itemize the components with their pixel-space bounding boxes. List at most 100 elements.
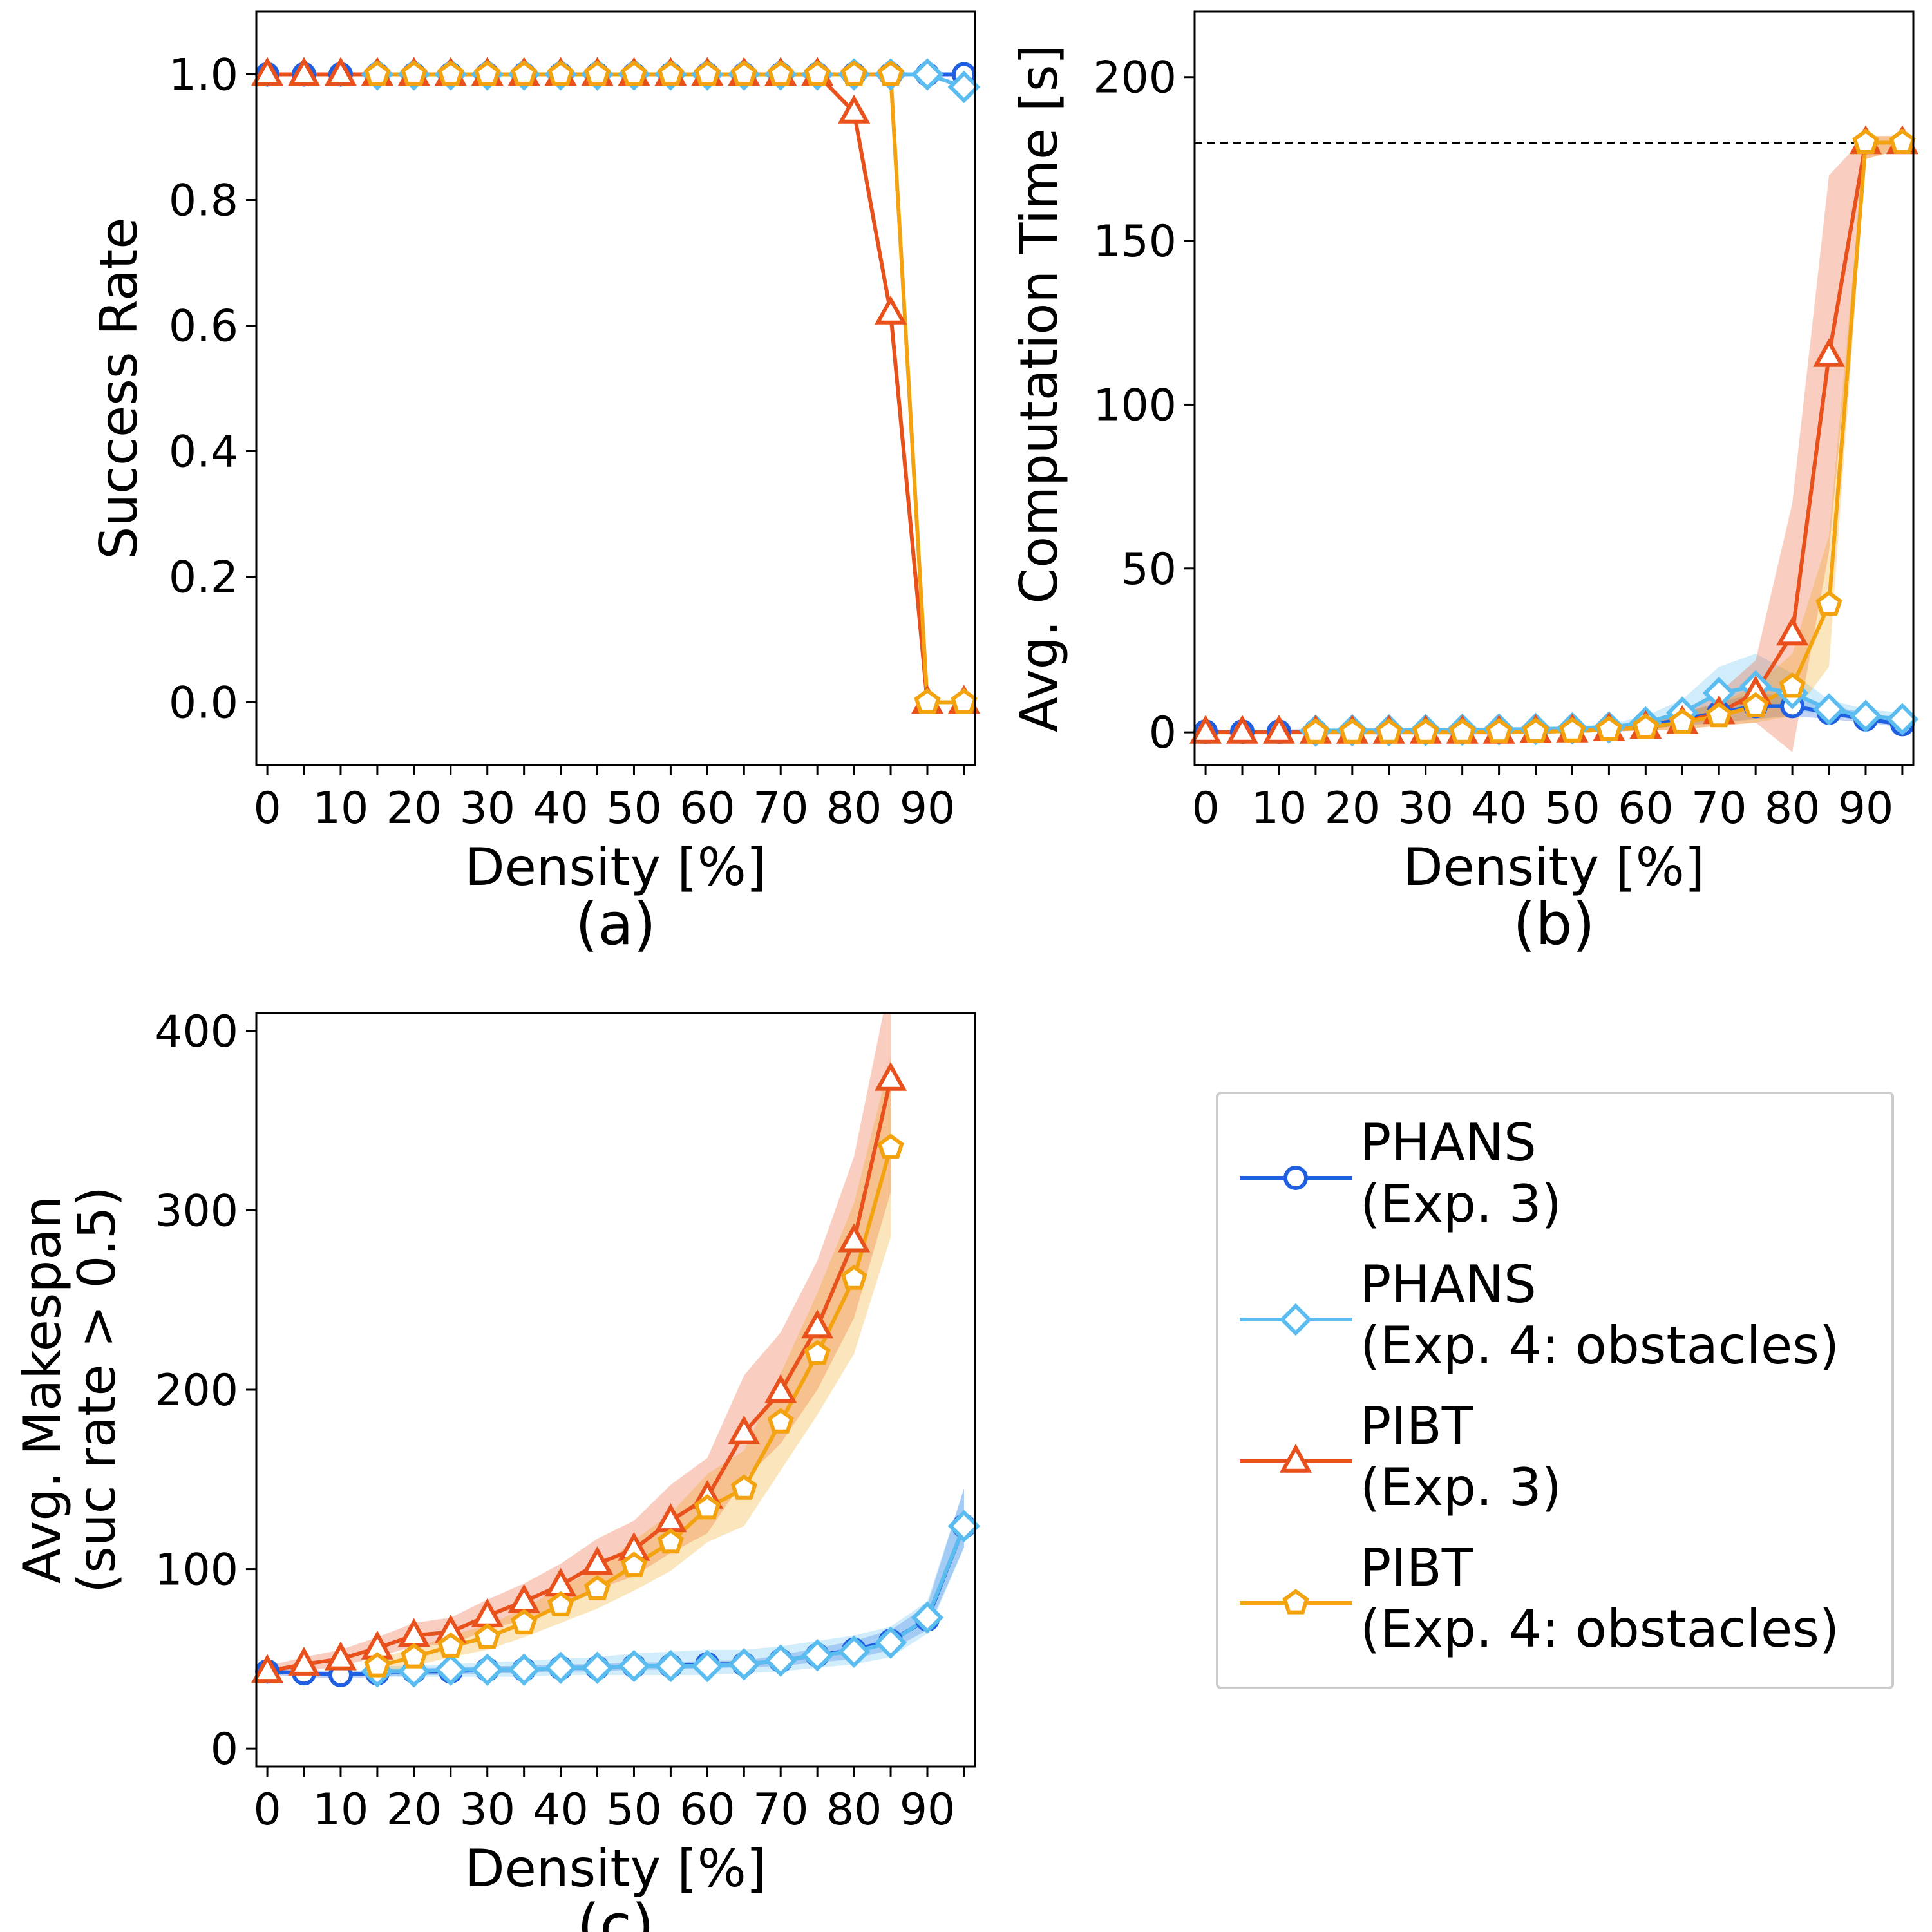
- data-point: [1812, 693, 1846, 726]
- legend-frame: [1216, 1092, 1894, 1689]
- data-point: [1669, 708, 1696, 734]
- y-tick-label: 0.0: [169, 678, 238, 729]
- data-point: [1376, 718, 1403, 744]
- x-tick-label: 70: [753, 1785, 809, 1835]
- x-tick-label: 80: [826, 1785, 882, 1835]
- data-point: [657, 1528, 685, 1554]
- data-point: [1849, 699, 1882, 732]
- data-point: [1812, 337, 1846, 367]
- panel-caption: (c): [577, 1892, 654, 1932]
- x-axis-ticks: 0 10 20 30 40 50 60 70 80 90: [253, 765, 965, 834]
- data-point: [1852, 128, 1879, 154]
- data-point: [947, 70, 981, 104]
- data-point: [401, 60, 428, 86]
- data-point: [510, 60, 538, 86]
- data-point: [1632, 713, 1660, 739]
- data-point: [364, 60, 391, 86]
- data-point: [947, 1510, 981, 1542]
- data-point: [547, 60, 574, 86]
- data-point: [1412, 718, 1439, 744]
- confidence-band-series-2: [1206, 136, 1902, 752]
- legend-swatch-marker: [1279, 1443, 1312, 1473]
- data-point: [804, 1340, 831, 1365]
- x-tick-label: 40: [533, 783, 589, 834]
- y-tick-label: 50: [1121, 544, 1177, 595]
- data-point: [620, 60, 648, 86]
- x-tick-label: 80: [826, 783, 882, 834]
- y-axis-label: Success Rate: [89, 218, 149, 560]
- legend-entry-pibt-exp4: PIBT (Exp. 4: obstacles): [1240, 1538, 1839, 1659]
- data-point: [581, 1546, 614, 1575]
- x-tick-label: 40: [1471, 783, 1527, 834]
- y-tick-label: 150: [1093, 216, 1177, 267]
- data-point: [437, 1632, 464, 1658]
- legend-label-line1: PIBT: [1360, 1538, 1474, 1598]
- data-point: [837, 1635, 871, 1668]
- y-tick-label: 0.8: [169, 176, 238, 227]
- y-axis-label: Avg. Makespan: [12, 1196, 72, 1584]
- series-markers-3: [1302, 128, 1916, 744]
- legend-label-line2: (Exp. 4: obstacles): [1360, 1316, 1839, 1376]
- data-point: [838, 94, 871, 124]
- x-tick-label: 30: [459, 783, 515, 834]
- y-tick-label: 0.6: [169, 301, 238, 352]
- legend-swatch-marker: [1279, 1303, 1312, 1336]
- data-point: [1886, 703, 1919, 736]
- data-point: [801, 1309, 834, 1339]
- data-point: [401, 1643, 428, 1669]
- x-axis-label: Density [%]: [465, 837, 766, 897]
- data-point: [691, 1649, 724, 1683]
- x-axis-ticks: 0 10 20 30 40 50 60 70 80 90: [253, 1766, 965, 1835]
- data-point: [840, 1264, 867, 1290]
- data-point: [437, 60, 464, 86]
- series-markers-3: [364, 1133, 904, 1678]
- data-point: [657, 60, 685, 86]
- data-point: [694, 1494, 721, 1520]
- y-axis-label-line2: (suc rate > 0.5): [67, 1186, 127, 1593]
- legend-swatch-marker: [1282, 1589, 1309, 1615]
- data-point: [728, 1647, 761, 1681]
- legend-entry-phans-exp4: PHANS (Exp. 4: obstacles): [1240, 1255, 1839, 1376]
- y-axis-ticks: 0.0 0.2 0.4 0.6 0.8 1.0: [169, 50, 256, 729]
- data-point: [874, 295, 907, 325]
- panel-a-success-rate: 0 10 20 30 40 50 60 70 80 90 0.0 0.2 0.4 0.6 0.8 1.0 Den…: [89, 10, 981, 958]
- data-point: [1189, 714, 1222, 744]
- y-tick-label: 0.2: [169, 553, 238, 603]
- y-tick-label: 400: [155, 1007, 238, 1057]
- panel-b-computation-time: 0 10 20 30 40 50 60 70 80 90 0 50 100 150 200 Density […: [1009, 10, 1919, 958]
- data-point: [324, 57, 357, 86]
- data-point: [914, 688, 941, 714]
- legend: PHANS (Exp. 3) PHANS (Exp. 4: obstacles)…: [1216, 1092, 1894, 1689]
- panel-c-makespan: 0 10 20 30 40 50 60 70 80 90 0 100 200 300 400 Density …: [12, 1007, 981, 1932]
- x-tick-label: 10: [1251, 783, 1307, 834]
- legend-swatch-marker: [1283, 1166, 1308, 1190]
- legend-swatch-pibt-exp4: [1240, 1589, 1352, 1615]
- y-tick-label: 200: [1093, 53, 1177, 104]
- x-tick-label: 40: [533, 1785, 589, 1835]
- x-tick-label: 90: [900, 783, 956, 834]
- data-point: [1522, 717, 1549, 743]
- data-point: [911, 1601, 944, 1634]
- data-point: [874, 1626, 907, 1660]
- x-axis-label: Density [%]: [465, 1839, 766, 1899]
- legend-entry-phans-exp3: PHANS (Exp. 3): [1240, 1113, 1562, 1234]
- y-axis-label: Avg. Computation Time [s]: [1009, 44, 1069, 732]
- data-point: [364, 1652, 391, 1678]
- data-point: [471, 1653, 504, 1686]
- data-point: [1776, 616, 1809, 646]
- data-point: [1262, 714, 1296, 744]
- data-point: [287, 1647, 321, 1676]
- data-point: [287, 57, 321, 86]
- y-tick-label: 100: [155, 1545, 238, 1596]
- data-point: [474, 1623, 501, 1649]
- x-tick-label: 50: [606, 783, 662, 834]
- x-tick-label: 60: [679, 783, 735, 834]
- x-tick-label: 10: [313, 783, 369, 834]
- legend-label-line2: (Exp. 4: obstacles): [1360, 1599, 1839, 1659]
- data-point: [840, 60, 867, 86]
- data-point: [838, 1223, 871, 1253]
- legend-label-line2: (Exp. 3): [1360, 1457, 1562, 1517]
- data-point: [1448, 718, 1476, 744]
- data-point: [581, 1651, 614, 1685]
